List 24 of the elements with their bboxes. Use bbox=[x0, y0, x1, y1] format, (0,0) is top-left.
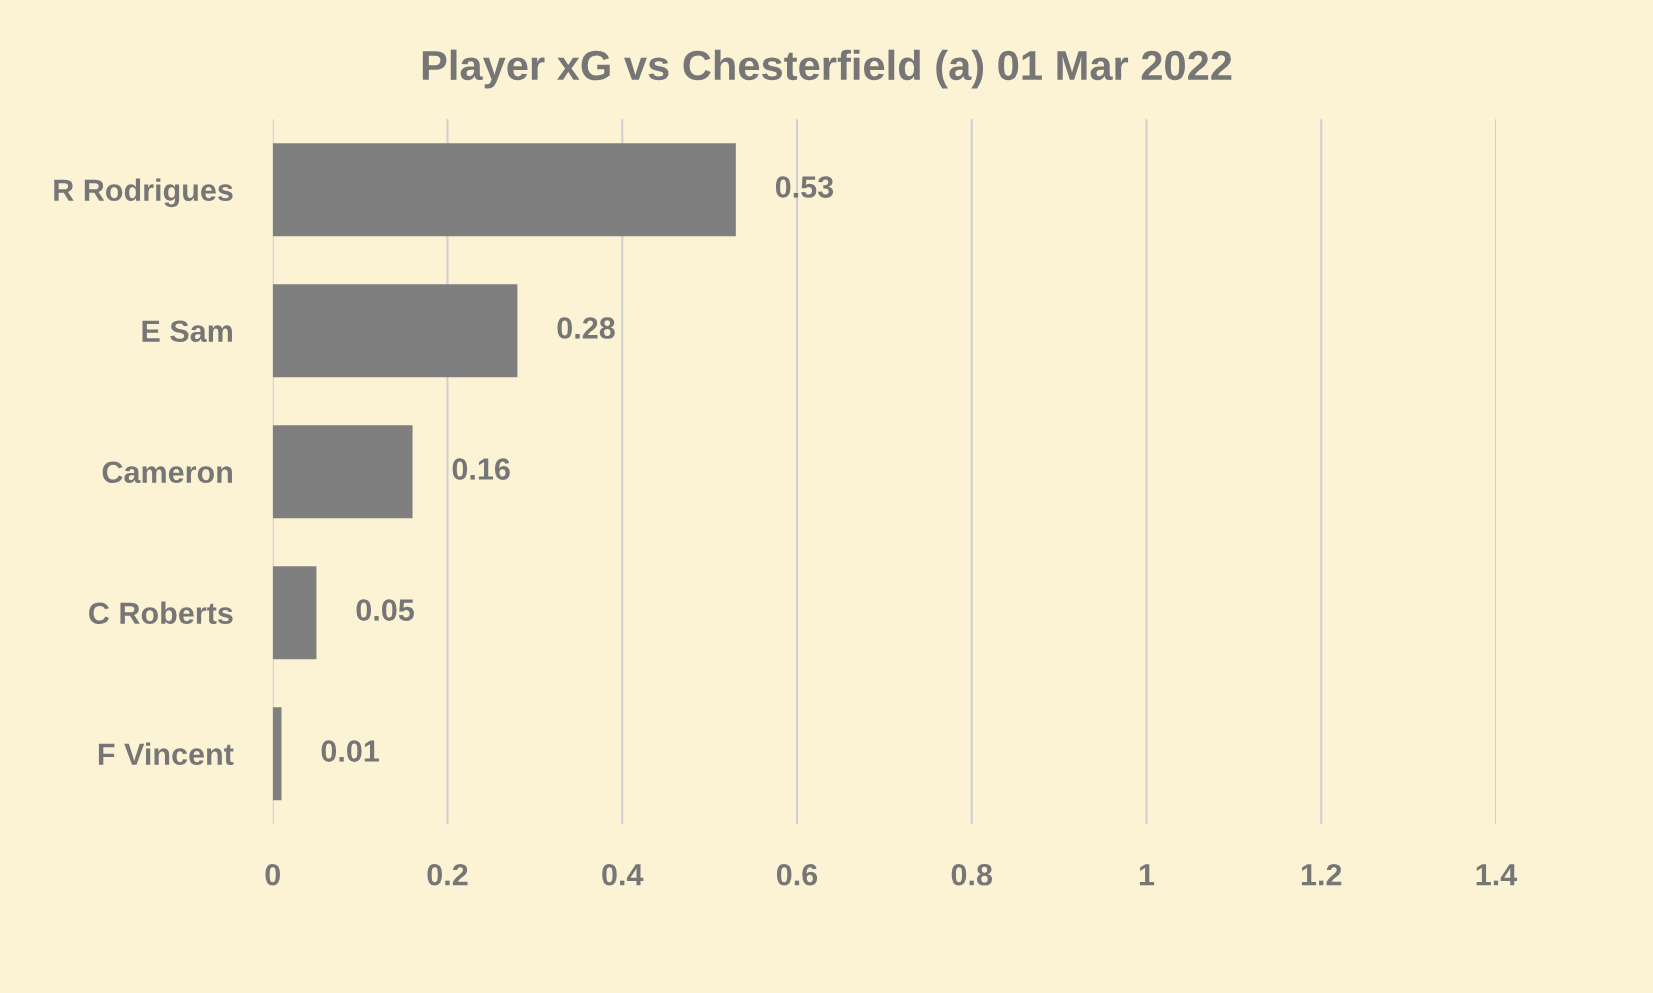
y-tick-label: F Vincent bbox=[98, 742, 234, 766]
bar bbox=[272, 425, 413, 519]
x-tick-label: 0 bbox=[265, 863, 280, 886]
y-tick-label: R Rodrigues bbox=[54, 178, 233, 208]
data-label: 0.28 bbox=[557, 317, 615, 339]
y-tick-label: Cameron bbox=[102, 461, 232, 484]
y-tick-label: C Roberts bbox=[89, 601, 233, 625]
bar bbox=[272, 143, 736, 237]
bar bbox=[272, 566, 317, 660]
data-label: 0.16 bbox=[452, 458, 510, 480]
x-tick-label: 1.2 bbox=[1301, 863, 1342, 886]
data-label: 0.01 bbox=[321, 740, 379, 762]
x-tick-label: 0.8 bbox=[951, 863, 993, 886]
y-tick-label: E Sam bbox=[142, 320, 232, 343]
data-label: 0.53 bbox=[775, 176, 834, 198]
x-tick-label: 1.4 bbox=[1476, 864, 1518, 886]
x-tick-label: 0.4 bbox=[602, 863, 644, 886]
bar bbox=[272, 707, 282, 801]
chart-title: Player xG vs Chesterfield (a) 01 Mar 2022 bbox=[422, 49, 1232, 89]
data-label: 0.05 bbox=[356, 599, 414, 621]
bar bbox=[272, 284, 518, 378]
x-tick-label: 1 bbox=[1139, 864, 1155, 886]
x-tick-label: 0.2 bbox=[427, 863, 468, 886]
x-tick-label: 0.6 bbox=[776, 863, 818, 886]
